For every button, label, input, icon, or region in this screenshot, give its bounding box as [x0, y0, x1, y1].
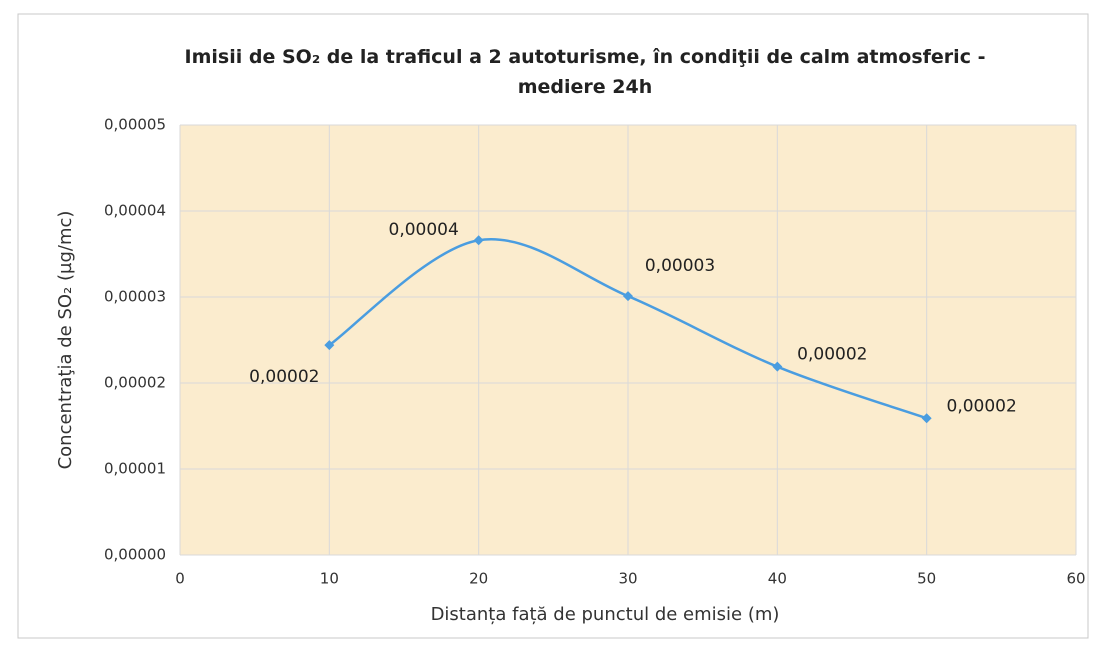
- marker: [921, 413, 932, 424]
- marker: [473, 235, 484, 246]
- data-label: 0,00002: [797, 345, 867, 365]
- data-label: 0,00002: [947, 396, 1017, 416]
- x-axis-label: Distanța față de punctul de emisie (m): [431, 604, 780, 625]
- chart-title: Imisii de SO₂ de la traficul a 2 autotur…: [184, 46, 986, 98]
- x-tick-label: 0: [175, 570, 185, 588]
- x-tick-label: 10: [320, 570, 339, 588]
- y-tick-label: 0,00000: [104, 546, 166, 564]
- data-label: 0,00002: [249, 367, 319, 387]
- x-tick-label: 40: [768, 570, 787, 588]
- x-tick-label: 20: [469, 570, 488, 588]
- y-axis-label: Concentraţia de SO₂ (µg/mc): [55, 211, 76, 470]
- marker: [772, 361, 783, 372]
- y-tick-label: 0,00002: [104, 374, 166, 392]
- y-tick-label: 0,00004: [104, 202, 166, 220]
- data-label: 0,00003: [645, 256, 715, 276]
- y-tick-label: 0,00001: [104, 460, 166, 478]
- x-tick-label: 50: [917, 570, 936, 588]
- y-tick-label: 0,00005: [104, 116, 166, 134]
- y-tick-label: 0,00003: [104, 288, 166, 306]
- data-label: 0,00004: [389, 220, 459, 240]
- x-tick-label: 60: [1066, 570, 1085, 588]
- x-tick-label: 30: [618, 570, 637, 588]
- marker: [324, 340, 335, 351]
- marker: [623, 291, 633, 302]
